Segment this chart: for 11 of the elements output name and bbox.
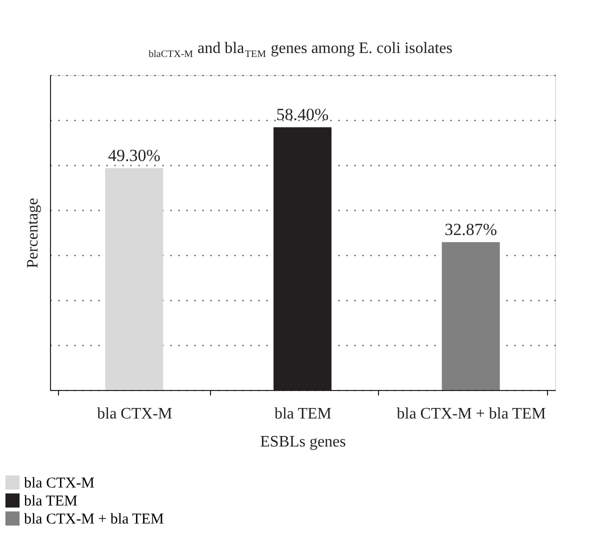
x-tick-label: bla TEM bbox=[274, 406, 332, 422]
data-label: 58.40% bbox=[276, 105, 329, 124]
data-label: 49.30% bbox=[108, 146, 160, 166]
x-axis-title: ESBLs genes bbox=[260, 434, 346, 450]
legend-label: bla CTX-M bbox=[24, 476, 94, 492]
x-tick-label: bla CTX-M + bla TEM bbox=[396, 406, 546, 422]
x-tick-label: bla CTX-M bbox=[97, 406, 172, 422]
y-axis-title: Percentage bbox=[24, 198, 42, 268]
legend-label: bla TEM bbox=[24, 494, 78, 510]
data-label: 32.87% bbox=[444, 220, 498, 240]
legend-label: bla CTX-M + bla TEM bbox=[24, 512, 164, 528]
